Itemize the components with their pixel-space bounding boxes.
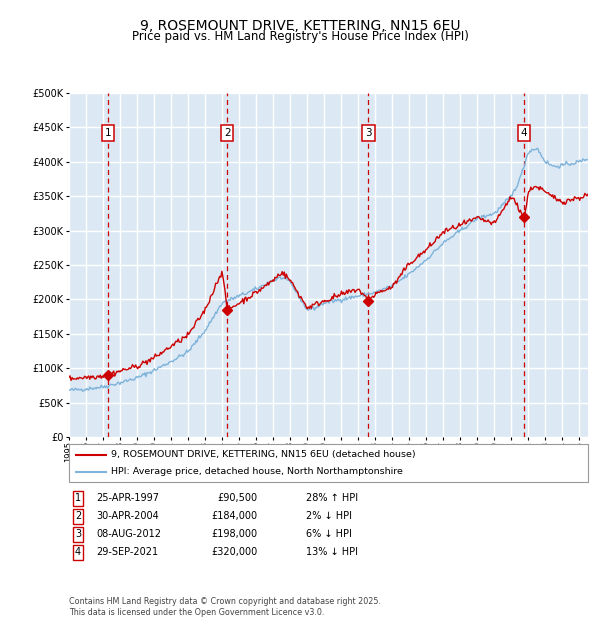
Text: 9, ROSEMOUNT DRIVE, KETTERING, NN15 6EU: 9, ROSEMOUNT DRIVE, KETTERING, NN15 6EU bbox=[140, 19, 460, 33]
Text: 9, ROSEMOUNT DRIVE, KETTERING, NN15 6EU (detached house): 9, ROSEMOUNT DRIVE, KETTERING, NN15 6EU … bbox=[111, 450, 416, 459]
Text: 3: 3 bbox=[365, 128, 372, 138]
Text: Contains HM Land Registry data © Crown copyright and database right 2025.
This d: Contains HM Land Registry data © Crown c… bbox=[69, 598, 381, 617]
Text: 25-APR-1997: 25-APR-1997 bbox=[96, 494, 159, 503]
Text: 1: 1 bbox=[75, 494, 81, 503]
Text: 3: 3 bbox=[75, 529, 81, 539]
Text: 1: 1 bbox=[105, 128, 112, 138]
Text: 29-SEP-2021: 29-SEP-2021 bbox=[96, 547, 158, 557]
Text: 6% ↓ HPI: 6% ↓ HPI bbox=[306, 529, 352, 539]
Text: 2% ↓ HPI: 2% ↓ HPI bbox=[306, 512, 352, 521]
Text: 4: 4 bbox=[75, 547, 81, 557]
Text: £320,000: £320,000 bbox=[212, 547, 258, 557]
Text: 28% ↑ HPI: 28% ↑ HPI bbox=[306, 494, 358, 503]
Text: 08-AUG-2012: 08-AUG-2012 bbox=[96, 529, 161, 539]
Text: 2: 2 bbox=[224, 128, 230, 138]
Text: £90,500: £90,500 bbox=[218, 494, 258, 503]
Text: 2: 2 bbox=[75, 512, 81, 521]
Text: 13% ↓ HPI: 13% ↓ HPI bbox=[306, 547, 358, 557]
Text: £198,000: £198,000 bbox=[212, 529, 258, 539]
Text: 4: 4 bbox=[521, 128, 527, 138]
Text: HPI: Average price, detached house, North Northamptonshire: HPI: Average price, detached house, Nort… bbox=[111, 467, 403, 476]
Text: Price paid vs. HM Land Registry's House Price Index (HPI): Price paid vs. HM Land Registry's House … bbox=[131, 30, 469, 43]
Text: £184,000: £184,000 bbox=[212, 512, 258, 521]
Text: 30-APR-2004: 30-APR-2004 bbox=[96, 512, 159, 521]
